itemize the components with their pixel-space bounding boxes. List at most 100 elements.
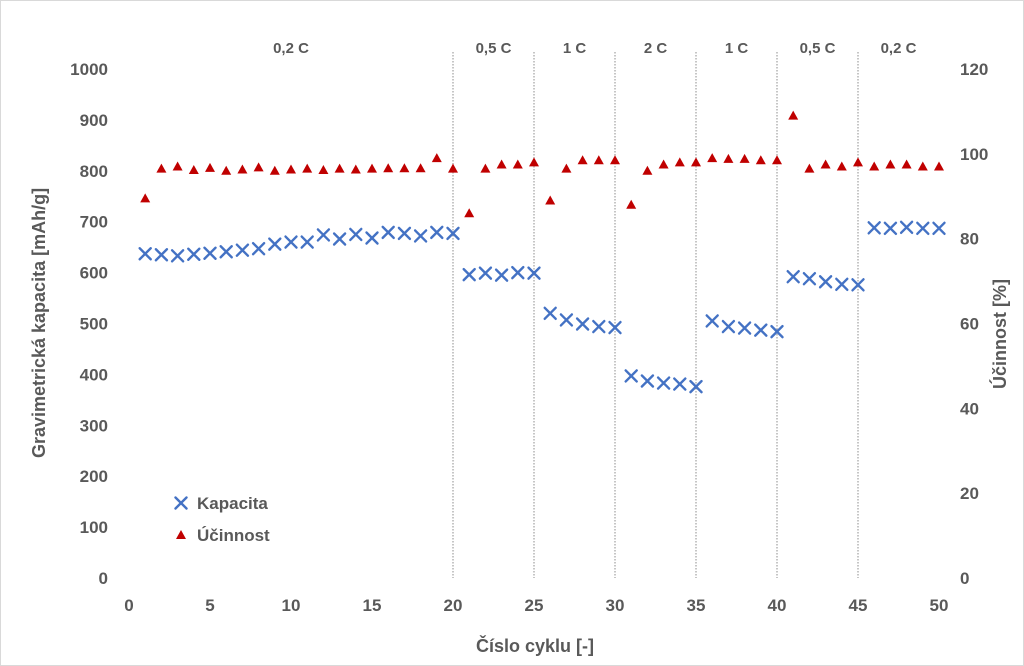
point-kapacita-stroke [592,319,606,334]
point-ucinnost [707,153,718,163]
point-ucinnost [901,159,912,169]
point-kapacita [640,374,655,388]
point-ucinnost [820,159,831,169]
point-ucinnost [545,195,556,205]
series-kapacita [138,220,946,394]
point-kapacita-stroke [559,313,574,327]
point-ucinnost [804,163,815,173]
point-kapacita [349,227,363,242]
rate-labels: 0,2 C 0,5 C 1 C 2 C 1 C 0,5 C 0,2 C [273,40,917,57]
point-kapacita-stroke [430,225,444,240]
point-kapacita [430,225,444,240]
x-tick-label: 30 [606,596,625,615]
point-ucinnost [561,163,572,173]
x-tick-label: 10 [282,596,301,615]
point-ucinnost [836,161,847,171]
point-kapacita [478,266,493,280]
point-kapacita-stroke [608,320,622,335]
point-kapacita-stroke [851,278,865,292]
point-kapacita-stroke [543,306,557,321]
point-kapacita [381,225,395,240]
x-tick-label: 25 [525,596,544,615]
point-ucinnost [350,164,361,174]
point-ucinnost [286,164,296,174]
point-ucinnost [237,164,248,174]
point-kapacita-stroke [397,226,412,241]
point-ucinnost [691,157,701,167]
point-kapacita [737,321,752,335]
rate-label: 0,5 C [800,40,836,57]
point-kapacita [689,379,703,394]
y2-axis-title: Účinnost [%] [989,279,1010,389]
point-ucinnost [464,208,475,218]
x-axis-ticks: 0 5 10 15 20 25 30 35 40 45 50 [124,596,948,615]
point-kapacita [883,221,898,236]
y-tick-label: 600 [80,264,108,283]
point-ucinnost [253,162,264,172]
point-kapacita [916,221,930,236]
rate-label: 0,5 C [476,40,512,57]
point-kapacita [446,226,460,241]
point-kapacita-stroke [478,266,493,280]
point-ucinnost [383,163,394,173]
rate-label: 0,2 C [273,40,309,57]
point-ucinnost [626,199,637,209]
point-ucinnost [334,163,345,173]
point-kapacita-stroke [640,374,655,388]
point-ucinnost [431,153,442,163]
legend-label-ucinnost: Účinnost [197,526,270,545]
point-ucinnost [642,165,653,175]
point-kapacita [592,319,606,334]
point-kapacita [268,237,282,251]
rate-label: 1 C [563,40,587,57]
point-kapacita [284,235,298,249]
point-ucinnost [367,163,377,173]
point-ucinnost [577,155,588,165]
point-kapacita-stroke [154,248,169,262]
point-kapacita [543,306,557,321]
point-ucinnost [853,157,863,167]
point-kapacita-stroke [316,228,331,242]
point-kapacita [187,247,201,261]
point-kapacita [559,313,574,327]
point-kapacita-stroke [770,324,784,339]
point-kapacita [462,267,476,282]
point-kapacita-stroke [170,249,185,263]
point-kapacita [673,377,687,391]
point-kapacita [851,278,865,292]
point-ucinnost [723,153,734,163]
point-kapacita [316,228,331,242]
point-ucinnost [593,155,604,165]
point-ucinnost [448,163,458,173]
point-ucinnost [739,153,750,163]
y-tick-label: 700 [80,213,108,232]
point-ucinnost [480,163,491,173]
y-tick-label: 400 [80,365,108,384]
point-ucinnost [188,164,199,174]
point-kapacita [397,226,412,241]
point-ucinnost [496,159,507,169]
point-kapacita-stroke [835,277,849,292]
y-tick-label: 1000 [70,60,108,79]
point-kapacita-stroke [251,241,266,256]
point-kapacita [770,324,784,339]
point-kapacita [170,249,185,263]
point-kapacita-stroke [511,265,525,280]
point-kapacita [494,268,509,282]
x-tick-label: 50 [930,596,949,615]
point-ucinnost [512,159,523,169]
y2-tick-label: 60 [960,315,979,334]
point-ucinnost [610,155,620,165]
point-ucinnost [221,165,232,175]
point-kapacita [365,231,379,245]
point-kapacita-stroke [624,369,638,383]
point-kapacita [786,269,800,284]
point-kapacita [624,369,638,383]
point-kapacita-stroke [786,269,800,284]
rate-label: 0,2 C [881,40,917,57]
point-kapacita-stroke [268,237,282,251]
point-kapacita-stroke [284,235,298,249]
point-kapacita-stroke [899,220,914,234]
point-kapacita [608,320,622,335]
